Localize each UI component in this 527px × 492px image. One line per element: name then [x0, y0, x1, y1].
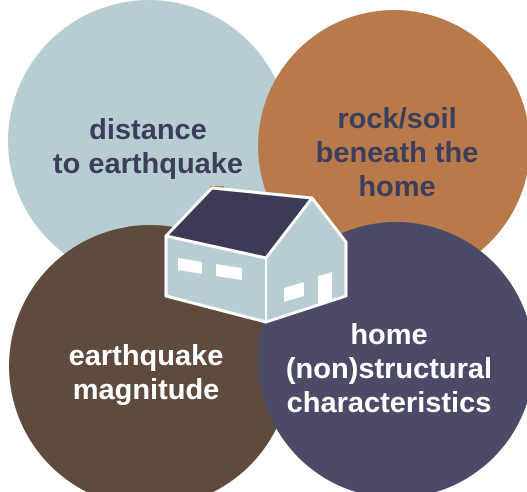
- home-characteristics-label: home (non)structural characteristics: [266, 318, 512, 421]
- distance-label: distance to earthquake: [30, 113, 266, 181]
- soil-label-line: home: [358, 171, 436, 204]
- distance-label-line: to earthquake: [52, 148, 244, 181]
- home-label-line: home: [350, 319, 428, 351]
- magnitude-label-line: earthquake: [68, 340, 224, 372]
- magnitude-label-line: magnitude: [72, 374, 220, 407]
- distance-label-line: distance: [89, 114, 207, 146]
- home-label-line: characteristics: [286, 387, 492, 420]
- magnitude-label: earthquake magnitude: [26, 339, 266, 407]
- soil-label-line: rock/soil: [337, 103, 457, 135]
- soil-label-line: beneath the: [315, 137, 479, 170]
- home-label-line: (non)structural: [285, 353, 493, 386]
- soil-label: rock/soil beneath the home: [292, 102, 502, 205]
